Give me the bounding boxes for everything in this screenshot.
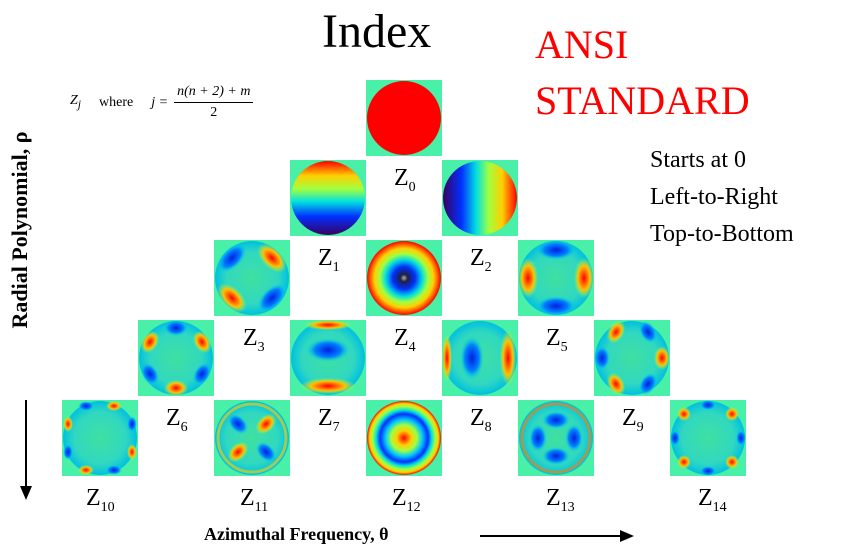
formula-fraction: n(n + 2) + m 2 xyxy=(174,82,254,123)
y-axis-label: Radial Polynomial, ρ xyxy=(7,131,32,329)
zernike-label-4: Z4 xyxy=(394,325,416,355)
ordering-note-vertical: Top-to-Bottom xyxy=(650,221,794,247)
zernike-label-3: Z3 xyxy=(243,325,265,355)
zernike-label-2: Z2 xyxy=(470,245,492,275)
piston-pattern xyxy=(367,81,441,155)
standard-label-line1: ANSI xyxy=(535,22,629,67)
zernike-tile-10 xyxy=(62,400,138,476)
defocus-pattern xyxy=(367,241,441,315)
zernike-label-14: Z14 xyxy=(698,485,727,515)
quadrafoil-vertical-pattern xyxy=(670,400,746,476)
tilt-x-pattern xyxy=(443,161,517,235)
zernike-tile-11 xyxy=(214,400,290,476)
x-axis-arrow xyxy=(480,530,634,542)
zernike-tile-7 xyxy=(290,320,366,396)
formula-denominator: 2 xyxy=(210,105,218,120)
zernike-label-6: Z6 xyxy=(166,405,188,435)
x-axis-label: Azimuthal Frequency, θ xyxy=(204,524,389,544)
coma-x-pattern xyxy=(442,321,517,395)
ordering-note-start: Starts at 0 xyxy=(650,147,746,173)
formula-numerator: n(n + 2) + m xyxy=(174,82,254,103)
zernike-label-8: Z8 xyxy=(470,405,492,435)
zernike-tile-6 xyxy=(138,320,214,396)
trefoil-y-pattern xyxy=(139,320,213,396)
ordering-note-horizontal: Left-to-Right xyxy=(650,184,778,210)
zernike-tile-4 xyxy=(366,240,442,316)
index-formula: Zj where j = n(n + 2) + m 2 xyxy=(70,82,254,123)
zernike-tile-14 xyxy=(670,400,746,476)
zernike-label-13: Z13 xyxy=(546,485,575,515)
zernike-label-9: Z9 xyxy=(622,405,644,435)
zernike-tile-2 xyxy=(442,160,518,236)
zernike-label-5: Z5 xyxy=(546,325,568,355)
zernike-label-7: Z7 xyxy=(318,405,340,435)
zernike-tile-0 xyxy=(366,80,442,156)
zernike-tile-1 xyxy=(290,160,366,236)
formula-subscript: j xyxy=(77,97,82,111)
secondary-astigmatism-vertical-pattern xyxy=(519,401,593,475)
secondary-astigmatism-oblique-pattern xyxy=(215,401,289,475)
standard-label-line2: STANDARD xyxy=(535,78,750,123)
spherical-pattern xyxy=(367,401,441,475)
formula-lhs: j = xyxy=(151,94,169,110)
zernike-tile-5 xyxy=(518,240,594,316)
y-axis-arrow xyxy=(20,400,32,500)
tilt-y-pattern xyxy=(291,161,365,235)
zernike-tile-9 xyxy=(594,320,670,396)
formula-symbol: Z xyxy=(70,92,78,108)
zernike-tile-12 xyxy=(366,400,442,476)
oblique-astigmatism-pattern xyxy=(215,241,289,315)
vertical-astigmatism-pattern xyxy=(518,240,594,316)
formula-where: where xyxy=(99,94,134,110)
page-title: Index xyxy=(322,5,432,58)
zernike-tile-8 xyxy=(442,320,518,396)
zernike-label-1: Z1 xyxy=(318,245,340,275)
zernike-label-10: Z10 xyxy=(86,485,115,515)
zernike-tile-3 xyxy=(214,240,290,316)
zernike-tile-13 xyxy=(518,400,594,476)
zernike-label-0: Z0 xyxy=(394,165,416,195)
trefoil-x-pattern xyxy=(594,320,670,396)
zernike-label-12: Z12 xyxy=(392,485,421,515)
coma-y-pattern xyxy=(291,320,365,395)
quadrafoil-oblique-pattern xyxy=(63,401,137,475)
zernike-label-11: Z11 xyxy=(240,485,269,515)
